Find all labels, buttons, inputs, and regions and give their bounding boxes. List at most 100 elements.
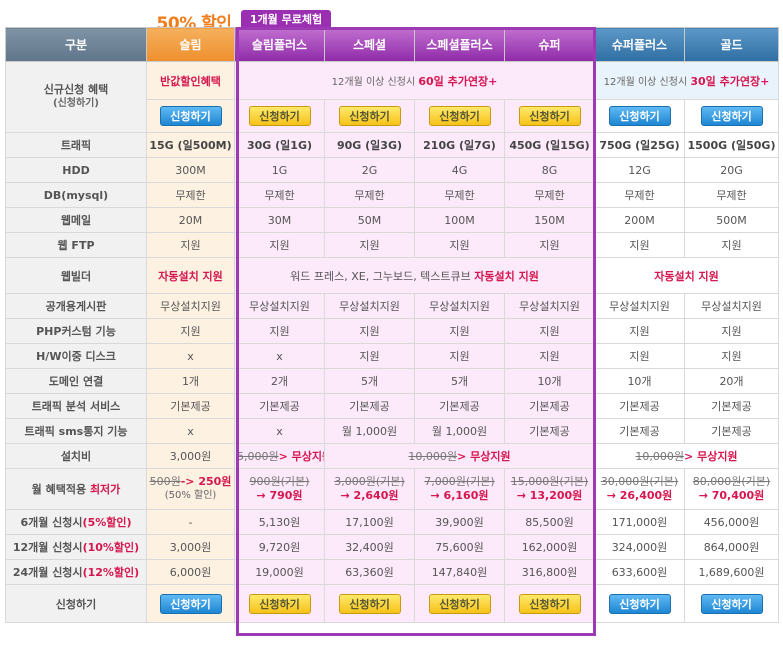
- cell-gold: 지원: [721, 325, 742, 338]
- cell-super: 8G: [541, 163, 558, 177]
- footer-apply-button-super-plus[interactable]: 신청하기: [608, 593, 671, 614]
- cell-slim: -: [188, 515, 193, 529]
- plan-name-special-plus: 스페셜플러스: [426, 38, 493, 52]
- benefit-pink: 12개월 이상 신청시 60일 추가연장+: [234, 61, 595, 100]
- monthly-new-price: → 26,400원: [606, 489, 673, 502]
- data-cell: 7,000원(기본) → 6,160원: [414, 468, 505, 510]
- footer-apply-button-gold[interactable]: 신청하기: [700, 593, 763, 614]
- setup-mid-old: 10,000원: [408, 450, 458, 463]
- cell-super: 지원: [539, 350, 560, 363]
- data-cell: 63,360원: [324, 559, 415, 585]
- apply-button-gold[interactable]: 신청하기: [700, 106, 763, 126]
- cell-special-plus: 39,900원: [435, 516, 484, 529]
- row-label: 웹빌더: [5, 257, 147, 294]
- cell-super: 기본제공: [529, 425, 570, 438]
- data-cell: 15,000원(기본) → 13,200원: [504, 468, 595, 510]
- setup-slim: 3,000원: [169, 450, 212, 463]
- hosting-plan-comparison: 50% 할인 1개월 무료체험 구분 슬림 슬림플러스 스페셜 스페셜플러스 슈퍼 슈퍼플러…: [5, 0, 779, 650]
- row-label-text: H/W이중 디스크: [36, 350, 116, 363]
- apply-button-slim[interactable]: 신청하기: [159, 106, 222, 126]
- plan-name-slim-plus: 슬림플러스: [251, 38, 308, 52]
- cell-slim: 3,000원: [169, 541, 212, 554]
- benefit-slim-text: 반값할인혜택: [160, 74, 221, 88]
- monthly-new-price: → 6,160원: [430, 489, 489, 502]
- monthly-slim-note: (50% 할인): [164, 490, 217, 501]
- header-special: 스페셜: [324, 27, 415, 62]
- benefit-blue-text: 12개월 이상 신청시: [603, 76, 691, 88]
- cell-slim-plus: 9,720원: [258, 541, 301, 554]
- apply-button-super-plus[interactable]: 신청하기: [608, 106, 671, 126]
- row-label-text: 공개용게시판: [45, 300, 107, 313]
- data-cell: 39,900원: [414, 509, 505, 535]
- data-cell: 1개: [146, 368, 235, 394]
- footer-apply-button-slim-plus[interactable]: 신청하기: [248, 593, 311, 614]
- data-cell: 12G: [594, 157, 685, 183]
- data-cell: 19,000원: [234, 559, 325, 585]
- cell-super: 450G (일15G): [509, 139, 590, 152]
- data-cell: 지원: [324, 232, 415, 258]
- cell-slim-plus: 무제한: [264, 189, 295, 202]
- discount-label: 6개월 신청시: [20, 516, 83, 529]
- row-label: 12개월 신청시(10%할인): [5, 534, 147, 560]
- cell-special-plus: 100M: [444, 213, 475, 227]
- cell-slim-plus: x: [276, 349, 283, 363]
- cell-special: 지원: [359, 239, 380, 252]
- header-slim-plus: 슬림플러스: [234, 27, 325, 62]
- footer-apply-button-super[interactable]: 신청하기: [518, 593, 581, 614]
- data-cell: 316,800원: [504, 559, 595, 585]
- cell-special-plus: 210G (일7G): [423, 139, 496, 152]
- webbuilder-pink-highlight: 자동설치 지원: [474, 269, 539, 283]
- setup-blue-old: 10,000원: [635, 450, 685, 463]
- cell-super-plus: 지원: [629, 350, 650, 363]
- cell-special-plus: 147,840원: [431, 566, 488, 579]
- data-cell: 지원: [594, 232, 685, 258]
- footer-apply-button-slim[interactable]: 신청하기: [159, 593, 222, 614]
- apply-button-special[interactable]: 신청하기: [338, 106, 401, 126]
- data-cell: 90G (일3G): [324, 132, 415, 158]
- data-cell: 지원: [504, 232, 595, 258]
- data-cell: 75,600원: [414, 534, 505, 560]
- cell-special-plus: 5개: [450, 375, 469, 388]
- benefit-sublabel: (신청하기): [53, 98, 99, 109]
- cell-slim-plus: 무상설치지원: [249, 300, 310, 313]
- data-cell: 지원: [414, 232, 505, 258]
- benefit-blue-highlight: 30일 추가연장: [690, 74, 761, 88]
- benefit-label: 신규신청 혜택: [43, 83, 109, 96]
- footer-apply-button-special[interactable]: 신청하기: [338, 593, 401, 614]
- cell-slim-plus: 19,000원: [255, 566, 304, 579]
- footer-apply-button-special-plus[interactable]: 신청하기: [428, 593, 491, 614]
- data-cell: 무제한: [324, 182, 415, 208]
- data-cell: 456,000원: [684, 509, 779, 535]
- data-cell: 무제한: [146, 182, 235, 208]
- data-cell: 2개: [234, 368, 325, 394]
- cell-special: 50M: [357, 213, 382, 227]
- data-cell: 무제한: [684, 182, 779, 208]
- data-cell: 9,720원: [234, 534, 325, 560]
- cell-special: 63,360원: [345, 566, 394, 579]
- monthly-old-price: 3,000원(기본): [334, 475, 405, 488]
- data-cell: 지원: [594, 318, 685, 344]
- cell-super: 기본제공: [529, 400, 570, 413]
- data-cell: 무상설치지원: [504, 293, 595, 319]
- row-label-text: 웹메일: [60, 214, 92, 227]
- arrow-icon: ->: [180, 475, 199, 488]
- footer-button-cell: 신청하기: [504, 584, 595, 623]
- data-cell: 8G: [504, 157, 595, 183]
- apply-button-super[interactable]: 신청하기: [518, 106, 581, 126]
- data-cell: 지원: [504, 318, 595, 344]
- cell-super: 지원: [539, 325, 560, 338]
- data-cell: 10개: [504, 368, 595, 394]
- cell-special-plus: 4G: [451, 163, 468, 177]
- apply-button-special-plus[interactable]: 신청하기: [428, 106, 491, 126]
- data-cell: 지원: [504, 343, 595, 369]
- cell-special-plus: 75,600원: [435, 541, 484, 554]
- cell-super-plus: 10개: [627, 375, 652, 388]
- cell-slim: 6,000원: [169, 566, 212, 579]
- benefit-blue: 12개월 이상 신청시 30일 추가연장+: [594, 61, 779, 100]
- monthly-new-price: → 70,400원: [698, 489, 765, 502]
- data-cell: 30,000원(기본) → 26,400원: [594, 468, 685, 510]
- data-cell: 기본제공: [594, 393, 685, 419]
- data-cell: 6,000원: [146, 559, 235, 585]
- apply-button-slim-plus[interactable]: 신청하기: [248, 106, 311, 126]
- cell-slim: 무제한: [175, 189, 206, 202]
